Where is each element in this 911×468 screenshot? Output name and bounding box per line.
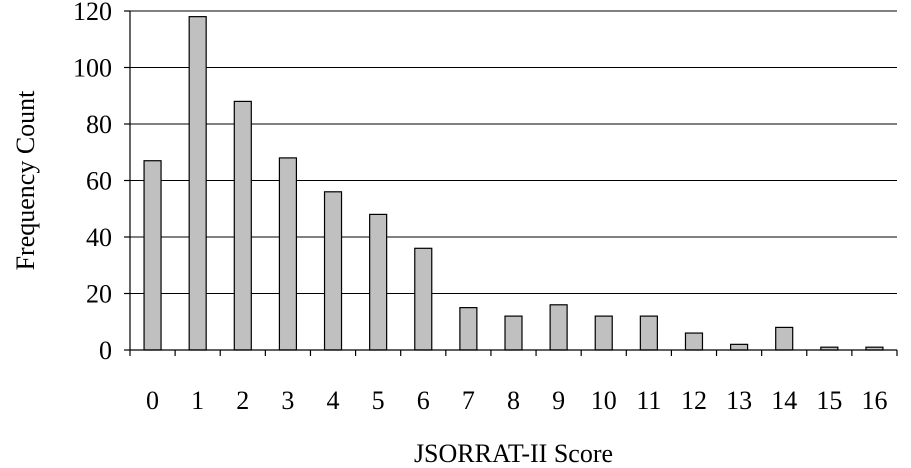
x-tick-label-11: 11 — [636, 386, 661, 415]
x-tick-label-8: 8 — [507, 386, 520, 415]
x-tick-label-7: 7 — [462, 386, 475, 415]
x-tick-label-12: 12 — [681, 386, 707, 415]
y-tick-label-80: 80 — [86, 110, 112, 139]
bar-10 — [594, 315, 613, 351]
x-tick-label-3: 3 — [281, 386, 294, 415]
bar-9 — [549, 304, 568, 351]
x-tick-label-14: 14 — [771, 386, 797, 415]
bar-5 — [369, 213, 388, 351]
bar-3 — [278, 157, 298, 351]
bar-2 — [233, 100, 252, 351]
bars — [143, 16, 884, 351]
y-tick-label-0: 0 — [99, 336, 112, 365]
bar-14 — [775, 326, 794, 351]
x-tick-label-16: 16 — [861, 386, 887, 415]
x-axis-title: JSORRAT-II Score — [414, 439, 613, 468]
bar-8 — [504, 315, 523, 351]
x-tick-label-5: 5 — [372, 386, 385, 415]
x-tick-label-6: 6 — [417, 386, 430, 415]
bar-1 — [188, 16, 207, 351]
bar-12 — [684, 332, 704, 351]
bar-0 — [143, 160, 162, 351]
x-tick-label-13: 13 — [726, 386, 752, 415]
x-tick-label-4: 4 — [327, 386, 340, 415]
bar-6 — [414, 247, 433, 351]
x-tick-labels: 0 1 2 3 4 5 6 7 8 9 10 11 12 13 14 15 16 — [146, 386, 887, 415]
axes — [124, 10, 898, 356]
x-tick-label-2: 2 — [236, 386, 249, 415]
y-tick-label-120: 120 — [73, 0, 112, 26]
y-tick-label-40: 40 — [86, 223, 112, 252]
y-tick-label-20: 20 — [86, 280, 112, 309]
gridlines — [130, 10, 897, 294]
bar-11 — [639, 315, 658, 351]
bar-4 — [323, 191, 343, 351]
x-tick-label-9: 9 — [552, 386, 565, 415]
y-tick-label-100: 100 — [73, 54, 112, 83]
x-tick-label-15: 15 — [816, 386, 842, 415]
bar-13 — [729, 343, 749, 351]
y-tick-labels: 0 20 40 60 80 100 120 — [73, 0, 112, 365]
x-tick-label-1: 1 — [191, 386, 204, 415]
y-axis-title: Frequency Count — [11, 90, 40, 271]
bar-7 — [459, 307, 478, 351]
x-tick-label-0: 0 — [146, 386, 159, 415]
y-tick-label-60: 60 — [86, 167, 112, 196]
x-tick-label-10: 10 — [591, 386, 617, 415]
